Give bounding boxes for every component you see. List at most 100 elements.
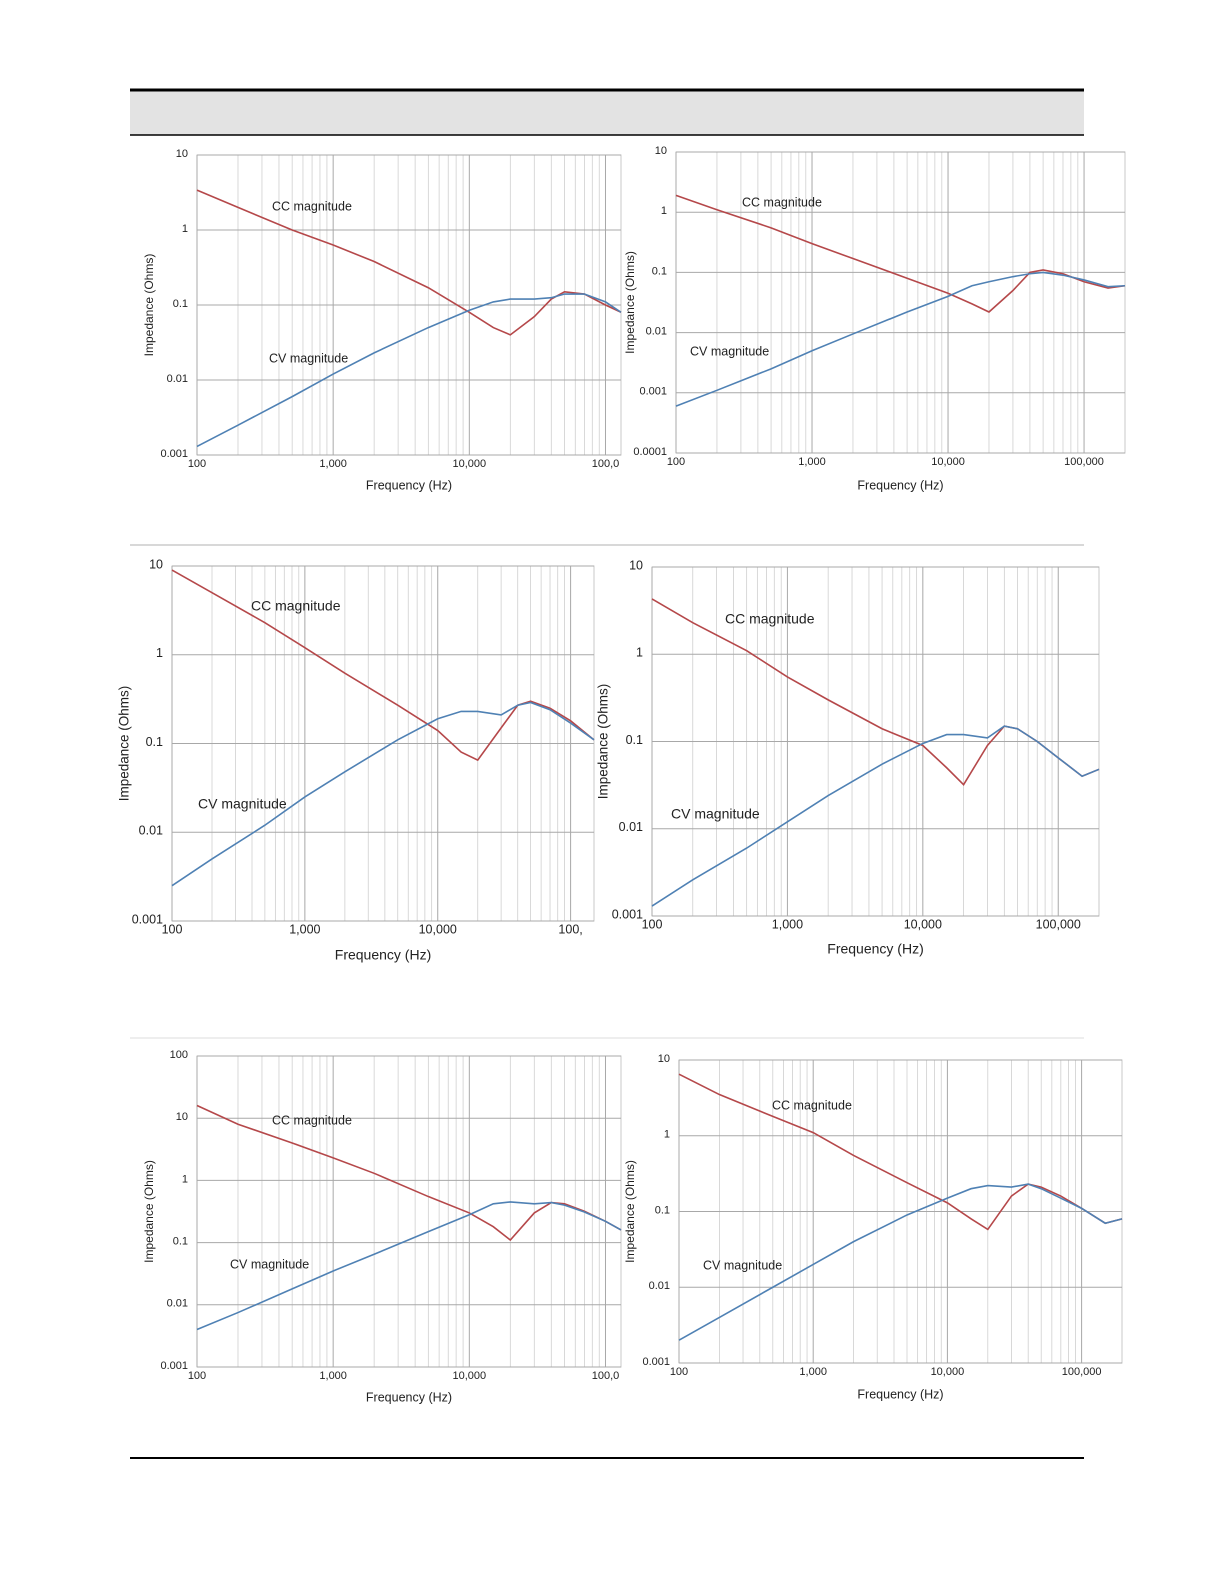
y-tick-label: 1 [156,646,163,660]
y-tick-label: 0.1 [655,1204,670,1216]
x-tick-label: 10,000 [904,917,942,931]
y-tick-label: 100 [170,1049,188,1061]
series-label: CV magnitude [269,351,348,365]
chart: 100 1,000 10,000 100,0 100 10 1 0.1 0.01 0.001 Fre… [142,1049,622,1404]
series-line [651,725,1100,907]
plot-area [675,151,1126,454]
y-tick-label: 0.1 [626,733,643,747]
y-tick-label: 0.001 [132,912,163,926]
series-label: CC magnitude [272,199,352,213]
y-tick-label: 0.01 [167,1298,188,1310]
y-tick-label: 0.001 [160,448,188,460]
x-tick-label: 100 [188,1370,206,1382]
y-tick-label: 10 [176,1111,188,1123]
series-label: CC magnitude [251,598,341,614]
x-tick-label: 10,000 [452,458,486,470]
series-label: CC magnitude [742,195,822,209]
y-tick-label: 0.01 [619,820,643,834]
x-tick-label: 100,0 [592,458,620,470]
series-line [171,569,595,762]
y-tick-label: 10 [629,558,643,572]
series-label: CV magnitude [703,1258,782,1272]
y-tick-label: 0.1 [652,265,667,277]
x-tick-label: 1,000 [798,456,826,468]
series-line [678,1183,1123,1341]
series-line [675,271,1126,407]
x-tick-label: 1,000 [799,1366,827,1378]
y-tick-label: 0.001 [642,1356,670,1368]
series-label: CC magnitude [725,611,815,627]
x-tick-label: 100,0 [592,1370,620,1382]
y-tick-label: 0.1 [146,735,163,749]
series-line [678,1073,1123,1231]
x-tick-label: 1,000 [319,1370,347,1382]
x-tick-label: 100 [188,458,206,470]
y-tick-label: 0.001 [639,386,667,398]
series-line [196,1201,622,1331]
x-tick-label: 1,000 [289,922,320,936]
y-tick-label: 10 [176,148,188,160]
y-tick-label: 10 [149,557,163,571]
x-tick-label: 100, [558,922,582,936]
x-axis-label: Frequency (Hz) [366,478,452,492]
x-tick-label: 100 [642,917,663,931]
x-tick-label: 10,000 [419,922,457,936]
series-label: CV magnitude [671,806,760,822]
x-tick-label: 100,000 [1062,1366,1102,1378]
y-tick-label: 10 [658,1053,670,1065]
series-label: CV magnitude [230,1257,309,1271]
y-axis-label: Impedance (Ohms) [623,1160,637,1263]
plot-area [196,1055,622,1368]
series-label: CC magnitude [772,1098,852,1112]
y-axis-label: Impedance (Ohms) [142,1160,156,1263]
y-tick-label: 0.001 [612,907,643,921]
series-label: CC magnitude [272,1113,352,1127]
y-tick-label: 0.01 [649,1280,670,1292]
chart: 100 1,000 10,000 100, 10 1 0.1 0.01 0.001 Frequen… [117,557,595,963]
x-tick-label: 1,000 [319,458,347,470]
y-tick-label: 10 [655,145,667,157]
y-tick-label: 0.001 [160,1360,188,1372]
series-label: CV magnitude [690,344,769,358]
x-tick-label: 100,000 [1036,917,1081,931]
series-line [196,293,622,448]
chart: 100 1,000 10,000 100,000 10 1 0.1 0.01 0.001 0.00… [623,145,1126,492]
y-tick-label: 0.1 [173,298,188,310]
y-tick-label: 1 [661,205,667,217]
y-tick-label: 1 [182,1173,188,1185]
y-axis-label: Impedance (Ohms) [596,684,611,800]
x-axis-label: Frequency (Hz) [857,1387,943,1401]
y-tick-label: 0.0001 [633,446,667,458]
chart: 100 1,000 10,000 100,000 10 1 0.1 0.01 0.001 Freq… [623,1053,1123,1401]
y-axis-label: Impedance (Ohms) [623,251,637,354]
y-tick-label: 0.1 [173,1236,188,1248]
x-tick-label: 100 [670,1366,688,1378]
header-bar [130,90,1084,135]
x-axis-label: Frequency (Hz) [335,947,431,963]
x-axis-label: Frequency (Hz) [366,1390,452,1404]
x-axis-label: Frequency (Hz) [827,941,923,957]
chart: 100 1,000 10,000 100,000 10 1 0.1 0.01 0.001 Freq… [596,558,1100,957]
y-axis-label: Impedance (Ohms) [117,686,132,802]
y-tick-label: 1 [664,1129,670,1141]
x-tick-label: 1,000 [772,917,803,931]
x-tick-label: 100,000 [1064,456,1104,468]
y-tick-label: 0.01 [646,326,667,338]
x-tick-label: 10,000 [452,1370,486,1382]
y-tick-label: 1 [182,223,188,235]
x-tick-label: 10,000 [931,1366,965,1378]
x-tick-label: 10,000 [931,456,965,468]
x-tick-label: 100 [162,922,183,936]
series-label: CV magnitude [198,796,287,812]
x-tick-label: 100 [667,456,685,468]
series-line [171,701,595,887]
y-axis-label: Impedance (Ohms) [142,254,156,357]
chart: 100 1,000 10,000 100,0 10 1 0.1 0.01 0.001 Freque… [142,148,622,492]
y-tick-label: 1 [636,646,643,660]
series-line [196,1104,622,1242]
x-axis-label: Frequency (Hz) [857,478,943,492]
y-tick-label: 0.01 [139,824,163,838]
y-tick-label: 0.01 [167,373,188,385]
